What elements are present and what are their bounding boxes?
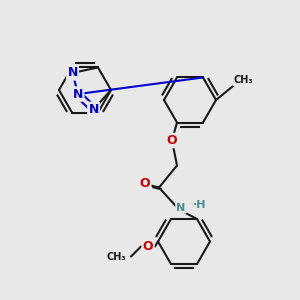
Text: N: N — [88, 103, 99, 116]
Text: N: N — [68, 66, 78, 80]
Text: N: N — [176, 202, 186, 212]
Text: CH₃: CH₃ — [233, 75, 253, 85]
Text: O: O — [167, 134, 177, 147]
Text: CH₃: CH₃ — [106, 251, 126, 262]
Text: N: N — [73, 88, 83, 100]
Text: ·H: ·H — [193, 200, 206, 209]
Text: O: O — [143, 240, 153, 253]
Text: O: O — [140, 177, 150, 190]
